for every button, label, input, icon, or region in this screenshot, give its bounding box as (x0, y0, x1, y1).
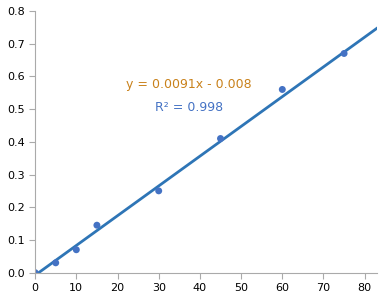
Point (279, 87, 285, 92)
Text: y = 0.0091x - 0.008: y = 0.0091x - 0.008 (126, 78, 252, 91)
Point (217, 136, 223, 141)
Text: R² = 0.998: R² = 0.998 (155, 101, 223, 114)
Point (73, 247, 79, 252)
Point (53, 260, 59, 265)
Point (94, 223, 100, 228)
Point (156, 188, 162, 193)
Point (32, 270, 38, 275)
Point (341, 51, 347, 56)
